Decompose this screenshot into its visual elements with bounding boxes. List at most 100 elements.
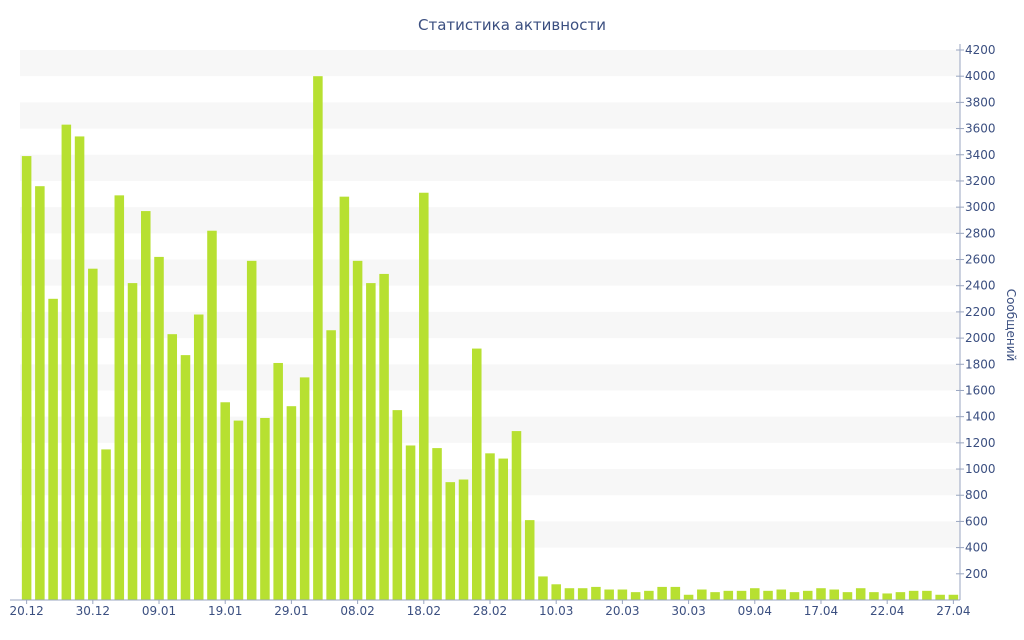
bar	[723, 590, 734, 600]
bar	[789, 592, 800, 600]
x-tick-label: 18.02	[407, 604, 441, 618]
bar	[74, 136, 85, 600]
y-tick-label: 2800	[965, 226, 996, 240]
y-tick-label: 4200	[965, 43, 996, 57]
bar	[750, 588, 760, 600]
bar	[61, 124, 72, 601]
bar	[313, 76, 323, 600]
bar	[577, 588, 588, 600]
bar	[260, 417, 270, 600]
bar	[366, 283, 376, 600]
bar	[776, 589, 787, 600]
bar	[948, 594, 959, 600]
bar	[48, 298, 58, 600]
x-axis: 20.12 30.12 09.01 19.01 29.01 08.02 18.02 28.02…	[9, 599, 971, 618]
bar	[802, 590, 813, 600]
x-tick-label: 19.01	[208, 604, 242, 618]
y-tick-label: 1200	[965, 436, 996, 450]
bar	[816, 588, 826, 600]
grid-band	[20, 102, 960, 129]
bar	[127, 283, 138, 600]
chart-title: Статистика активности	[418, 16, 606, 34]
bar	[273, 362, 283, 600]
bar	[869, 592, 879, 600]
bar	[352, 260, 363, 600]
bar	[842, 592, 853, 600]
y-tick-label: 1000	[965, 462, 996, 476]
bar	[114, 195, 125, 600]
bar	[286, 406, 297, 600]
bar	[485, 453, 495, 600]
y-tick-label: 200	[965, 567, 988, 581]
bar	[935, 594, 945, 600]
bar	[657, 586, 667, 600]
bar	[445, 482, 456, 600]
bar	[736, 590, 747, 600]
grid-band	[20, 50, 960, 77]
bar	[35, 186, 45, 600]
bar	[763, 590, 773, 600]
y-tick-label: 3800	[965, 95, 996, 109]
y-tick-label: 3000	[965, 200, 996, 214]
bar	[458, 479, 469, 600]
y-tick-label: 600	[965, 514, 988, 528]
bar	[551, 584, 561, 600]
y-axis-label: Сообщений	[1004, 288, 1018, 362]
bar	[233, 420, 244, 600]
bar	[829, 589, 839, 600]
bar	[710, 592, 720, 600]
bar	[644, 590, 654, 600]
bar	[683, 594, 694, 600]
bar	[697, 589, 707, 600]
y-axis: 200 400 600 800 1000 1200 1400 1600 1800 2000 2200…	[956, 43, 996, 600]
x-tick-label: 09.04	[738, 604, 772, 618]
y-tick-label: 1800	[965, 357, 996, 371]
x-tick-label: 10.03	[539, 604, 573, 618]
bar	[419, 192, 429, 600]
y-tick-label: 3600	[965, 122, 996, 136]
x-tick-label: 30.12	[76, 604, 110, 618]
y-tick-label: 3400	[965, 148, 996, 162]
x-tick-label: 09.01	[142, 604, 176, 618]
x-tick-label: 30.03	[671, 604, 705, 618]
bar	[564, 588, 575, 600]
grid-band	[20, 311, 960, 339]
bar	[471, 348, 482, 600]
bar	[591, 586, 601, 600]
bar	[246, 260, 257, 600]
x-tick-label: 17.04	[804, 604, 838, 618]
bar	[617, 589, 628, 600]
bar	[167, 334, 178, 600]
y-tick-label: 1600	[965, 383, 996, 397]
y-tick-label: 2600	[965, 253, 996, 267]
y-tick-label: 800	[965, 488, 988, 502]
bar	[21, 156, 32, 601]
y-tick-label: 3200	[965, 174, 996, 188]
bar	[141, 211, 151, 601]
x-tick-label: 29.01	[274, 604, 308, 618]
bars	[21, 76, 959, 601]
bar	[630, 592, 641, 600]
grid-band	[20, 207, 960, 234]
x-tick-label: 20.03	[605, 604, 639, 618]
bar	[604, 589, 614, 600]
bar	[101, 449, 111, 600]
y-tick-label: 2200	[965, 305, 996, 319]
x-tick-label: 20.12	[9, 604, 43, 618]
y-tick-label: 4000	[965, 69, 996, 83]
bar	[895, 592, 906, 600]
x-tick-label: 28.02	[473, 604, 507, 618]
bar	[524, 520, 535, 600]
bar	[392, 410, 403, 600]
y-tick-label: 2400	[965, 279, 996, 293]
bar	[405, 445, 416, 600]
y-tick-label: 400	[965, 541, 988, 555]
bar	[511, 431, 522, 600]
bar	[193, 314, 204, 600]
bar	[498, 458, 509, 600]
bar	[379, 273, 389, 600]
bar	[180, 355, 191, 600]
bar	[207, 230, 217, 600]
bar	[299, 377, 310, 600]
